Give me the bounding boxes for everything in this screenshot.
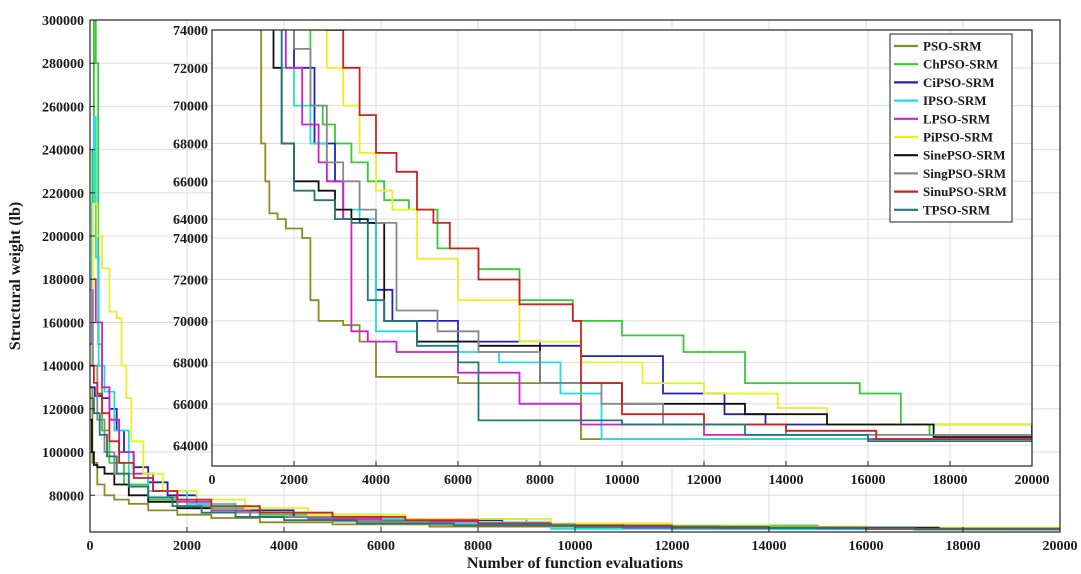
main-series-line — [90, 397, 1060, 531]
inset-x-tick-label: 10000 — [605, 473, 640, 488]
main-y-tick-label: 160000 — [42, 316, 84, 331]
inset-y-tick-label-top: 66000 — [173, 175, 208, 190]
main-x-tick-label: 0 — [87, 539, 94, 554]
main-y-ticks: 80000 100000 120000 140000 160000 180000 20000… — [42, 14, 95, 504]
inset-y-tick-label-bottom: 64000 — [173, 439, 208, 454]
inset-y-ticks: 64000 66000 68000 70000 72000 74000 64000 66000… — [173, 24, 208, 454]
x-axis-title: Number of function evaluations — [467, 555, 683, 572]
main-y-tick-label: 220000 — [42, 187, 84, 202]
main-series-group — [90, 20, 1060, 531]
inset-x-tick-label: 16000 — [851, 473, 886, 488]
legend-label: SinuPSO-SRM — [923, 184, 1007, 199]
inset-series-line — [260, 30, 1032, 440]
inset-x-tick-label: 4000 — [362, 473, 390, 488]
inset-y-tick-label-top: 72000 — [173, 62, 208, 77]
main-x-ticks: 0 2000 4000 6000 8000 10000 12000 14000 16000 180… — [87, 527, 1078, 554]
inset-series-line — [293, 30, 1032, 440]
inset-x-tick-label: 6000 — [444, 473, 472, 488]
inset-series-line — [293, 30, 1032, 436]
main-series-line — [90, 364, 1060, 530]
inset-x-ticks: 0 2000 4000 6000 8000 10000 12000 14000 16000 180… — [209, 461, 1050, 488]
inset-series-line — [325, 30, 1032, 440]
main-x-tick-label: 18000 — [946, 539, 981, 554]
inset-y-tick-label-bottom: 70000 — [173, 315, 208, 330]
main-y-tick-label: 300000 — [42, 14, 84, 29]
inset-x-tick-label: 12000 — [687, 473, 722, 488]
main-y-tick-label: 140000 — [42, 360, 84, 375]
main-x-tick-label: 20000 — [1043, 539, 1078, 554]
main-y-tick-label: 100000 — [42, 446, 84, 461]
legend-label: TPSO-SRM — [923, 202, 990, 217]
inset-series-group — [260, 30, 1032, 442]
legend-label: IPSO-SRM — [923, 93, 987, 108]
main-y-tick-label: 120000 — [42, 403, 84, 418]
legend-label: PiPSO-SRM — [923, 130, 993, 145]
main-x-tick-label: 16000 — [849, 539, 884, 554]
main-y-tick-label: 80000 — [49, 489, 84, 504]
main-y-tick-label: 280000 — [42, 57, 84, 72]
main-y-tick-label: 240000 — [42, 144, 84, 159]
legend: PSO-SRM ChPSO-SRM CiPSO-SRM IPSO-SRM LPSO-SR… — [889, 33, 1013, 223]
inset-y-tick-label-bottom: 72000 — [173, 273, 208, 288]
main-x-tick-label: 4000 — [270, 539, 298, 554]
inset-x-tick-label: 2000 — [280, 473, 308, 488]
main-x-tick-label: 10000 — [558, 539, 593, 554]
main-y-tick-label: 260000 — [42, 100, 84, 115]
inset-series-line — [280, 30, 1032, 442]
inset-y-tick-label-bottom: 68000 — [173, 356, 208, 371]
inset-x-tick-label: 0 — [209, 473, 216, 488]
inset-x-tick-label: 8000 — [526, 473, 554, 488]
main-x-tick-label: 8000 — [464, 539, 492, 554]
main-x-tick-label: 12000 — [655, 539, 690, 554]
inset-y-tick-label-bottom: 66000 — [173, 398, 208, 413]
main-y-tick-label: 180000 — [42, 273, 84, 288]
y-axis-title: Structural weight (lb) — [7, 202, 24, 350]
inset-x-tick-label: 14000 — [769, 473, 804, 488]
inset-y-tick-label-top: 68000 — [173, 137, 208, 152]
legend-label: PSO-SRM — [923, 39, 982, 54]
inset-x-tick-label: 20000 — [1015, 473, 1050, 488]
main-x-tick-label: 2000 — [173, 539, 201, 554]
inset-y-tick-label-top: 64000 — [173, 213, 208, 228]
legend-label: LPSO-SRM — [923, 111, 990, 126]
legend-label: SinePSO-SRM — [923, 148, 1005, 163]
inset-y-tick-label-bottom: 74000 — [173, 232, 208, 247]
legend-label: CiPSO-SRM — [923, 75, 995, 90]
inset-series-line — [309, 30, 1032, 426]
legend-label: SingPSO-SRM — [923, 166, 1006, 181]
main-series-line — [90, 386, 1060, 531]
main-y-tick-label: 200000 — [42, 230, 84, 245]
inset-x-tick-label: 18000 — [933, 473, 968, 488]
inset-y-tick-label-top: 74000 — [173, 24, 208, 39]
main-x-tick-label: 14000 — [752, 539, 787, 554]
legend-label: ChPSO-SRM — [923, 57, 998, 72]
inset-y-tick-label-top: 70000 — [173, 100, 208, 115]
main-x-tick-label: 6000 — [367, 539, 395, 554]
main-series-line — [90, 202, 1060, 529]
